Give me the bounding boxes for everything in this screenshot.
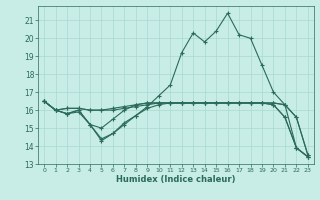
X-axis label: Humidex (Indice chaleur): Humidex (Indice chaleur) — [116, 175, 236, 184]
